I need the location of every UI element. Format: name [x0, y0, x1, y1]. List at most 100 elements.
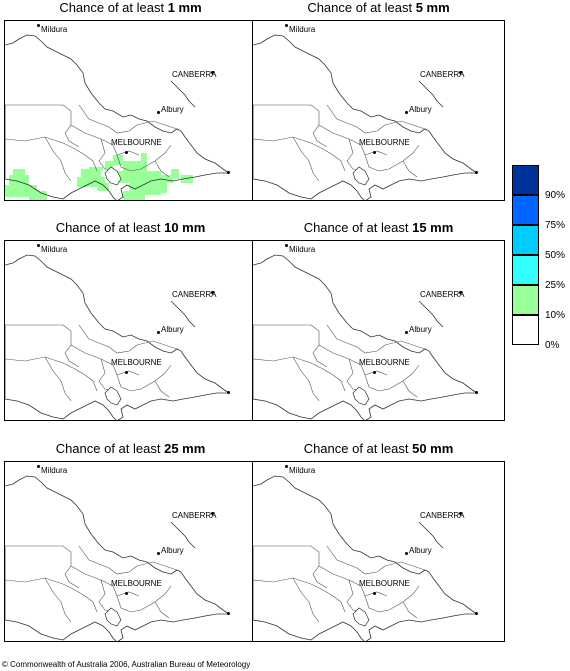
- district-boundary: [5, 577, 98, 613]
- panel-title-amount: 15 mm: [412, 220, 454, 235]
- district-boundary: [78, 324, 138, 354]
- probability-cell: [123, 161, 147, 171]
- district-boundary: [292, 577, 320, 623]
- act-border: [170, 521, 196, 549]
- state-border: [5, 475, 230, 615]
- city-label-melbourne: MELBOURNE: [111, 138, 162, 147]
- map-outline: [5, 475, 230, 641]
- district-boundary: [253, 104, 328, 148]
- district-boundary: [44, 577, 72, 623]
- probability-cell: [81, 169, 101, 177]
- act-border: [170, 80, 196, 108]
- city-label-canberra: CANBERRA: [172, 70, 217, 79]
- port-phillip-bay: [104, 607, 122, 627]
- legend-swatch: [512, 225, 539, 255]
- district-boundary: [292, 356, 320, 402]
- rainfall-map: Mildura CANBERRA Albury MELBOURNE: [4, 240, 257, 421]
- coastline: [253, 172, 477, 200]
- district-boundary: [364, 364, 420, 392]
- district-boundary: [253, 545, 328, 589]
- legend-swatch: [512, 315, 539, 345]
- coastal-point-marker: [227, 612, 230, 615]
- probability-cell: [29, 191, 47, 200]
- state-border: [5, 34, 230, 174]
- district-boundary: [5, 136, 98, 172]
- rainfall-map: Mildura CANBERRA Albury MELBOURNE: [252, 20, 505, 201]
- city-label-mildura: Mildura: [41, 25, 68, 34]
- rainfall-map: Mildura CANBERRA Albury MELBOURNE: [4, 20, 257, 201]
- panel-title: Chance of at least 25 mm: [4, 441, 257, 456]
- panel-title-prefix: Chance of at least: [55, 441, 165, 456]
- city-label-canberra: CANBERRA: [172, 290, 217, 299]
- city-marker: [405, 111, 408, 114]
- city-marker: [405, 552, 408, 555]
- district-boundary: [253, 356, 346, 392]
- port-phillip-bay: [104, 166, 122, 186]
- city-label-melbourne: MELBOURNE: [111, 579, 162, 588]
- state-border: [253, 475, 478, 615]
- probability-cell: [13, 169, 25, 175]
- district-boundary: [402, 380, 418, 398]
- city-label-mildura: Mildura: [289, 466, 316, 475]
- probability-cell: [105, 161, 113, 169]
- legend-label: 50%: [545, 250, 566, 261]
- district-boundary: [318, 565, 388, 597]
- probability-cell: [77, 177, 105, 187]
- coastal-point-marker: [475, 612, 478, 615]
- city-marker: [459, 291, 462, 294]
- district-boundary: [5, 104, 80, 148]
- map-outline: [5, 254, 230, 420]
- legend-swatch: [512, 285, 539, 315]
- legend-swatch: [512, 165, 539, 195]
- probability-cell: [171, 169, 179, 179]
- state-border: [5, 254, 230, 394]
- district-boundary: [44, 136, 72, 182]
- act-border: [418, 80, 444, 108]
- panel-title-amount: 10 mm: [164, 220, 206, 235]
- city-label-mildura: Mildura: [289, 245, 316, 254]
- city-marker: [459, 71, 462, 74]
- district-boundary: [292, 136, 320, 182]
- legend-swatch: [512, 195, 539, 225]
- city-marker: [285, 465, 288, 468]
- probability-cell: [117, 171, 161, 183]
- district-boundary: [402, 601, 418, 619]
- city-marker: [285, 24, 288, 27]
- panel-title: Chance of at least 1 mm: [4, 0, 257, 15]
- map-outline: [253, 34, 478, 200]
- city-marker: [405, 331, 408, 334]
- coastline: [5, 613, 229, 641]
- port-phillip-bay: [104, 386, 122, 406]
- district-boundary: [364, 585, 420, 613]
- city-marker: [373, 592, 376, 595]
- probability-cell: [145, 185, 161, 195]
- district-boundary: [384, 120, 426, 130]
- district-boundary: [318, 124, 388, 156]
- district-boundary: [253, 136, 346, 172]
- legend-label: 75%: [545, 220, 566, 231]
- state-border: [253, 254, 478, 394]
- district-boundary: [5, 356, 98, 392]
- district-boundary: [116, 144, 172, 172]
- legend-label: 0%: [545, 340, 560, 351]
- district-boundary: [326, 104, 386, 134]
- copyright-notice: © Commonwealth of Australia 2006, Austra…: [2, 660, 251, 669]
- coastline: [5, 172, 229, 200]
- city-marker: [373, 151, 376, 154]
- district-boundary: [154, 601, 170, 619]
- city-marker: [211, 291, 214, 294]
- city-label-canberra: CANBERRA: [420, 511, 465, 520]
- coastal-point-marker: [227, 391, 230, 394]
- city-marker: [37, 244, 40, 247]
- panel-title-amount: 5 mm: [415, 0, 450, 15]
- panel-title-prefix: Chance of at least: [55, 220, 165, 235]
- state-border: [253, 34, 478, 174]
- coastal-point-marker: [475, 391, 478, 394]
- panel-title-amount: 50 mm: [412, 441, 454, 456]
- map-outline: [253, 254, 478, 420]
- district-boundary: [154, 380, 170, 398]
- legend-label: 25%: [545, 280, 566, 291]
- probability-cell: [141, 153, 147, 163]
- rainfall-map: Mildura CANBERRA Albury MELBOURNE: [252, 461, 505, 642]
- district-boundary: [253, 577, 346, 613]
